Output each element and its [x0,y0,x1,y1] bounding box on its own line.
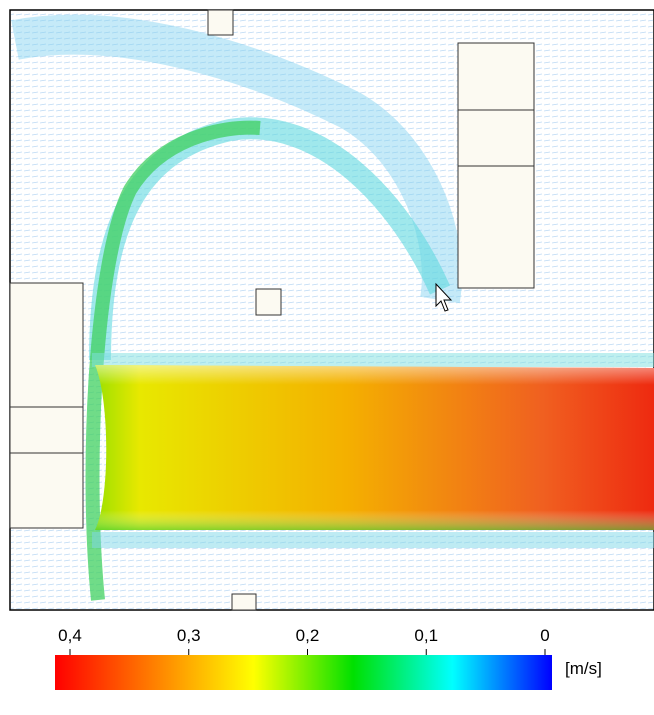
tick-label: 0,2 [296,626,320,645]
tick-label: 0 [540,626,549,645]
tick-label: 0,4 [58,626,82,645]
tick-label: 0,3 [177,626,201,645]
unit-label: [m/s] [565,659,602,678]
colorbar: [m/s] 0,4 0,3 0,2 0,1 0 [55,626,602,690]
tick-label: 0,1 [414,626,438,645]
colorbar-gradient [55,655,552,690]
flow-field [9,9,654,611]
